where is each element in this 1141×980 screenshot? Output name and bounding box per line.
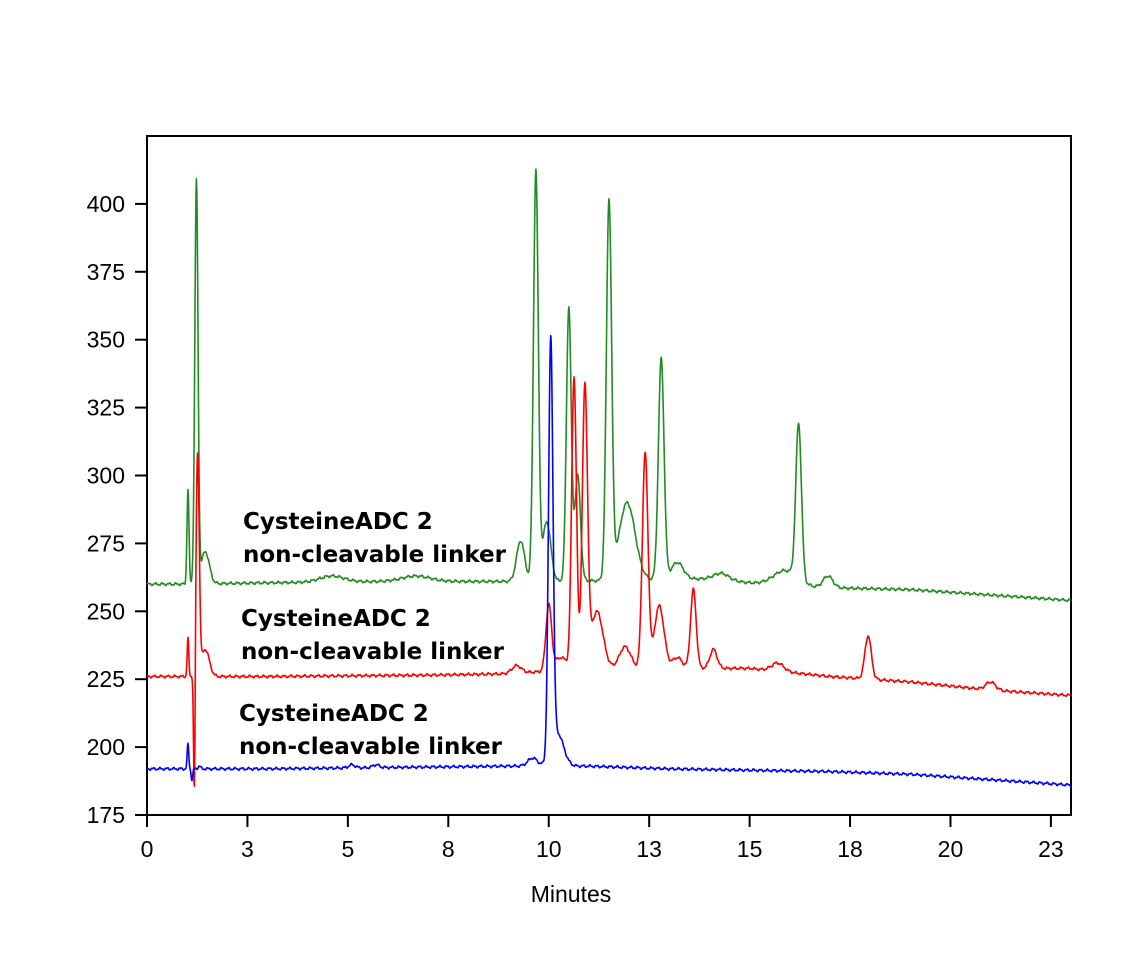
annotation-top-line-1: CysteineADC 2 <box>243 509 433 535</box>
y-tick-label: 250 <box>87 598 125 624</box>
series-layer <box>146 168 1072 788</box>
series-red-trace <box>146 376 1072 788</box>
annotation-bottom-line-1: CysteineADC 2 <box>239 701 429 727</box>
annotation-middle-line-1: CysteineADC 2 <box>241 606 431 632</box>
annotation-middle-line-2: non-cleavable linker <box>241 639 505 665</box>
annotation-top-line-2: non-cleavable linker <box>243 542 507 568</box>
y-tick-label: 375 <box>87 259 125 285</box>
y-tick-label: 300 <box>87 463 125 489</box>
y-axis: 175 200 225 250 275 300 325 350 375 400 <box>87 191 147 828</box>
annotation-top: CysteineADC 2 non-cleavable linker <box>243 509 507 568</box>
y-tick-label: 400 <box>87 191 125 217</box>
x-tick-label: 20 <box>938 836 964 862</box>
annotation-middle: CysteineADC 2 non-cleavable linker <box>241 606 505 665</box>
x-tick-label: 5 <box>341 836 354 862</box>
y-tick-label: 275 <box>87 530 125 556</box>
y-tick-label: 225 <box>87 666 125 692</box>
y-tick-label: 200 <box>87 734 125 760</box>
series-blue-trace <box>146 334 1072 788</box>
x-tick-label: 15 <box>737 836 763 862</box>
y-tick-label: 325 <box>87 395 125 421</box>
annotation-bottom: CysteineADC 2 non-cleavable linker <box>239 701 503 760</box>
y-tick-label: 350 <box>87 327 125 353</box>
x-tick-label: 0 <box>141 836 154 862</box>
annotation-bottom-line-2: non-cleavable linker <box>239 734 503 760</box>
x-tick-label: 8 <box>442 836 455 862</box>
x-axis-title: Minutes <box>531 881 612 907</box>
x-tick-label: 18 <box>837 836 863 862</box>
x-tick-label: 10 <box>536 836 562 862</box>
x-tick-label: 13 <box>636 836 662 862</box>
x-axis: 0 3 5 8 10 13 15 18 20 23 <box>141 815 1064 862</box>
series-green-trace <box>146 168 1072 603</box>
x-tick-label: 3 <box>241 836 254 862</box>
y-tick-label: 175 <box>87 802 125 828</box>
x-tick-label: 23 <box>1038 836 1064 862</box>
